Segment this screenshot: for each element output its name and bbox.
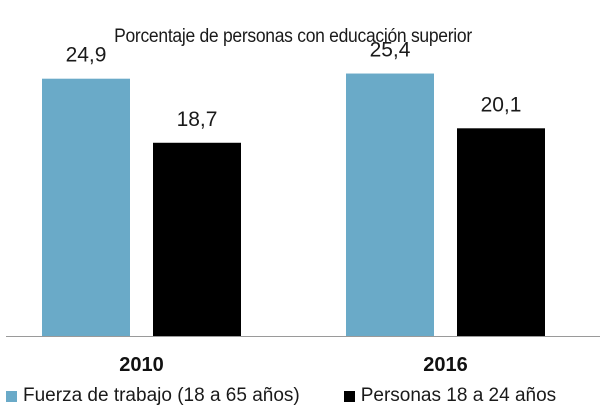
data-label-fuerza-2016: 25,4 xyxy=(370,39,411,62)
legend: Fuerza de trabajo (18 a 65 años) Persona… xyxy=(6,385,600,407)
legend-label-personas: Personas 18 a 24 años xyxy=(360,385,557,406)
bar-personas-2016 xyxy=(457,128,545,336)
legend-label-fuerza: Fuerza de trabajo (18 a 65 años) xyxy=(23,385,300,406)
x-tick-label-2010: 2010 xyxy=(119,354,164,376)
data-label-personas-2016: 20,1 xyxy=(481,93,522,116)
x-tick-label-2016: 2016 xyxy=(423,354,468,376)
bar-personas-2010 xyxy=(153,142,241,336)
data-label-fuerza-2010: 24,9 xyxy=(66,44,107,67)
legend-item-fuerza: Fuerza de trabajo (18 a 65 años) xyxy=(6,385,300,407)
chart-title: Porcentaje de personas con educación sup… xyxy=(114,26,472,47)
bar-fuerza-2016 xyxy=(346,73,434,337)
legend-item-personas: Personas 18 a 24 años xyxy=(343,385,557,407)
bar-fuerza-2010 xyxy=(42,78,130,336)
legend-swatch-fuerza xyxy=(6,390,17,402)
legend-swatch-personas xyxy=(343,390,355,402)
data-label-personas-2010: 18,7 xyxy=(177,108,218,131)
